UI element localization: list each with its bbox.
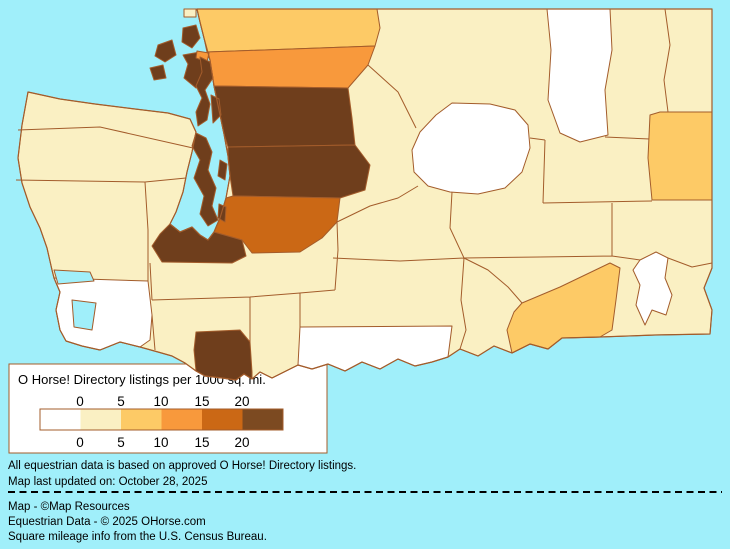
map-credit: Map - ©Map Resources — [8, 501, 130, 513]
census-credit: Square mileage info from the U.S. Census… — [8, 531, 267, 543]
county-skagit — [206, 45, 376, 89]
county-san-juan-island — [181, 24, 201, 49]
equestrian-data-credit: Equestrian Data - © 2025 OHorse.com — [8, 516, 206, 528]
county-san-juan-island — [154, 39, 177, 63]
county-whatcom — [196, 8, 381, 53]
legend-tick-top: 10 — [153, 394, 168, 409]
county-snohomish — [213, 85, 356, 148]
grays-harbor-bay — [53, 269, 95, 285]
state-outline — [17, 8, 713, 381]
county-pacific — [53, 277, 153, 351]
legend-swatch — [202, 409, 243, 430]
legend-tick-top: 20 — [234, 394, 249, 409]
legend-tick-top: 15 — [194, 394, 209, 409]
legend-swatch — [80, 409, 121, 430]
legend: O Horse! Directory listings per 1000 sq.… — [8, 363, 328, 454]
footer: All equestrian data is based on approved… — [8, 460, 722, 543]
legend-swatch — [121, 409, 162, 430]
county-garfield — [632, 251, 673, 326]
county-douglas — [411, 102, 531, 195]
legend-tick-bottom: 20 — [234, 435, 249, 450]
legend-swatch — [161, 409, 202, 430]
willapa-bay — [71, 299, 97, 331]
legend-swatch — [242, 409, 283, 430]
legend-swatch — [40, 409, 81, 430]
county-king — [227, 144, 371, 199]
last-updated: Map last updated on: October 28, 2025 — [8, 476, 207, 488]
legend-tick-bottom: 15 — [194, 435, 209, 450]
legend-tick-bottom: 10 — [153, 435, 168, 450]
county-spokane — [647, 111, 713, 201]
county-kitsap — [191, 132, 219, 227]
legend-tick-top: 5 — [117, 394, 125, 409]
county-san-juan-island — [149, 64, 167, 81]
legend-tick-bottom: 0 — [76, 435, 84, 450]
legend-swatch-frame — [39, 408, 284, 431]
county-border-lines — [15, 8, 713, 351]
legend-tick-top: 0 — [76, 394, 84, 409]
county-clark — [193, 329, 253, 381]
bainbridge-island — [217, 159, 228, 181]
point-roberts — [183, 8, 197, 18]
washington-state-map — [15, 8, 713, 381]
county-ferry — [546, 8, 613, 143]
data-disclaimer: All equestrian data is based on approved… — [8, 460, 356, 472]
legend-tick-bottom: 5 — [117, 435, 125, 450]
